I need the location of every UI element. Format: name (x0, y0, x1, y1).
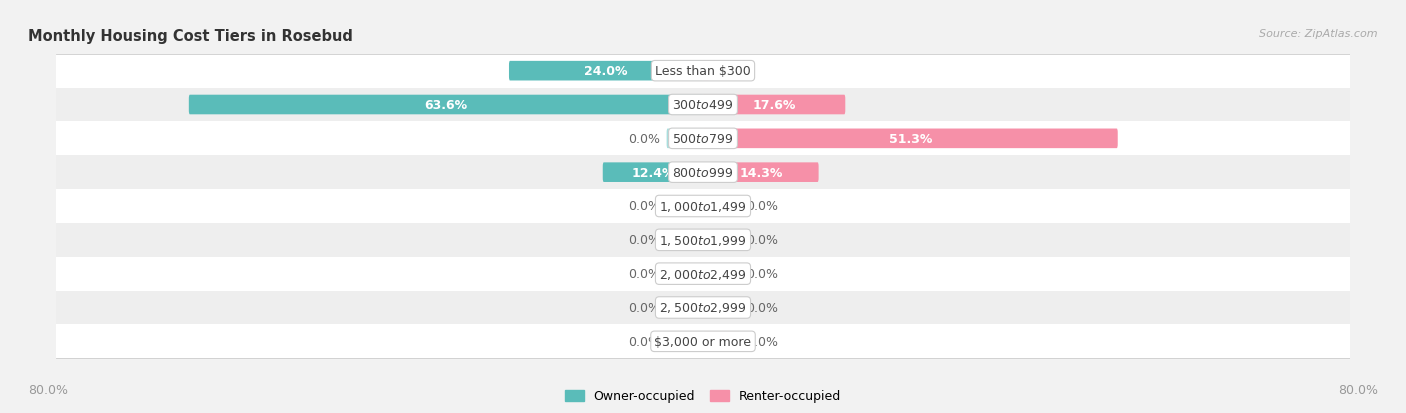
Text: 0.0%: 0.0% (745, 200, 778, 213)
Text: 0.0%: 0.0% (628, 200, 661, 213)
Text: 17.6%: 17.6% (752, 99, 796, 112)
Bar (41, 257, 1367, 291)
FancyBboxPatch shape (666, 298, 703, 318)
FancyBboxPatch shape (703, 264, 740, 284)
Text: 0.0%: 0.0% (745, 335, 778, 348)
Text: 0.0%: 0.0% (745, 301, 778, 314)
FancyBboxPatch shape (703, 332, 740, 351)
Text: 0.0%: 0.0% (745, 234, 778, 247)
Text: $1,500 to $1,999: $1,500 to $1,999 (659, 233, 747, 247)
Text: 12.4%: 12.4% (631, 166, 675, 179)
FancyBboxPatch shape (703, 95, 845, 115)
FancyBboxPatch shape (666, 129, 703, 149)
Bar (41, 190, 1367, 223)
Text: 51.3%: 51.3% (889, 133, 932, 145)
FancyBboxPatch shape (703, 298, 740, 318)
FancyBboxPatch shape (666, 197, 703, 216)
FancyBboxPatch shape (703, 62, 709, 81)
Text: 0.7%: 0.7% (716, 65, 748, 78)
FancyBboxPatch shape (703, 230, 740, 250)
Bar (41, 122, 1367, 156)
FancyBboxPatch shape (603, 163, 703, 183)
Text: 24.0%: 24.0% (585, 65, 627, 78)
Bar (41, 88, 1367, 122)
FancyBboxPatch shape (703, 163, 818, 183)
Text: 63.6%: 63.6% (425, 99, 467, 112)
Text: $3,000 or more: $3,000 or more (655, 335, 751, 348)
Text: $300 to $499: $300 to $499 (672, 99, 734, 112)
Bar (41, 55, 1367, 88)
Text: Monthly Housing Cost Tiers in Rosebud: Monthly Housing Cost Tiers in Rosebud (28, 29, 353, 44)
Bar (41, 325, 1367, 358)
FancyBboxPatch shape (666, 230, 703, 250)
Text: 80.0%: 80.0% (28, 384, 67, 396)
Legend: Owner-occupied, Renter-occupied: Owner-occupied, Renter-occupied (560, 385, 846, 408)
Text: 0.0%: 0.0% (745, 268, 778, 280)
Bar (41, 156, 1367, 190)
Text: Less than $300: Less than $300 (655, 65, 751, 78)
Text: 0.0%: 0.0% (628, 301, 661, 314)
Text: 80.0%: 80.0% (1339, 384, 1378, 396)
Bar (41, 291, 1367, 325)
FancyBboxPatch shape (703, 129, 1118, 149)
FancyBboxPatch shape (666, 264, 703, 284)
Text: $500 to $799: $500 to $799 (672, 133, 734, 145)
FancyBboxPatch shape (703, 197, 740, 216)
Text: 14.3%: 14.3% (740, 166, 783, 179)
FancyBboxPatch shape (666, 332, 703, 351)
FancyBboxPatch shape (509, 62, 703, 81)
Bar (41, 223, 1367, 257)
Text: 0.0%: 0.0% (628, 234, 661, 247)
Text: 0.0%: 0.0% (628, 335, 661, 348)
Text: Source: ZipAtlas.com: Source: ZipAtlas.com (1260, 29, 1378, 39)
FancyBboxPatch shape (188, 95, 703, 115)
Text: $800 to $999: $800 to $999 (672, 166, 734, 179)
Text: $2,000 to $2,499: $2,000 to $2,499 (659, 267, 747, 281)
Text: 0.0%: 0.0% (628, 133, 661, 145)
Text: $1,000 to $1,499: $1,000 to $1,499 (659, 199, 747, 214)
Text: 0.0%: 0.0% (628, 268, 661, 280)
Text: $2,500 to $2,999: $2,500 to $2,999 (659, 301, 747, 315)
